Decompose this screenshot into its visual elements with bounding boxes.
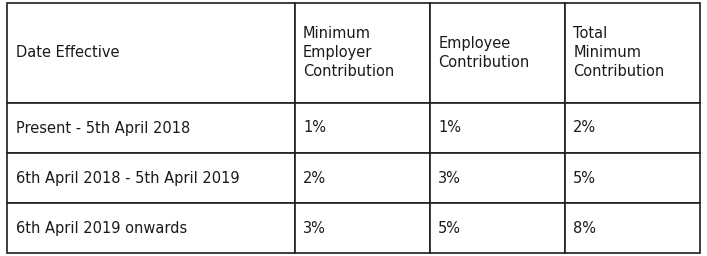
Bar <box>295 3 430 103</box>
Text: Total
Minimum
Contribution: Total Minimum Contribution <box>573 26 665 79</box>
Bar <box>430 153 565 203</box>
Bar <box>7 153 295 203</box>
Bar <box>295 203 430 253</box>
Text: 1%: 1% <box>303 121 326 135</box>
Text: 3%: 3% <box>303 221 326 236</box>
Text: 5%: 5% <box>438 221 461 236</box>
Text: 6th April 2018 - 5th April 2019: 6th April 2018 - 5th April 2019 <box>16 171 239 186</box>
Text: 2%: 2% <box>573 121 597 135</box>
Bar <box>565 3 700 103</box>
Text: 5%: 5% <box>573 171 596 186</box>
Text: 8%: 8% <box>573 221 596 236</box>
Bar <box>7 3 295 103</box>
Text: 3%: 3% <box>438 171 461 186</box>
Bar <box>430 3 565 103</box>
Bar <box>565 203 700 253</box>
Text: 2%: 2% <box>303 171 326 186</box>
Bar <box>7 203 295 253</box>
Text: 1%: 1% <box>438 121 461 135</box>
Text: Present - 5th April 2018: Present - 5th April 2018 <box>16 121 189 135</box>
Bar <box>295 103 430 153</box>
Text: Date Effective: Date Effective <box>16 45 119 60</box>
Bar <box>430 103 565 153</box>
Bar <box>565 103 700 153</box>
Bar <box>430 203 565 253</box>
Text: Minimum
Employer
Contribution: Minimum Employer Contribution <box>303 26 395 79</box>
Bar <box>7 103 295 153</box>
Text: 6th April 2019 onwards: 6th April 2019 onwards <box>16 221 187 236</box>
Bar <box>295 153 430 203</box>
Text: Employee
Contribution: Employee Contribution <box>438 36 530 70</box>
Bar <box>565 153 700 203</box>
